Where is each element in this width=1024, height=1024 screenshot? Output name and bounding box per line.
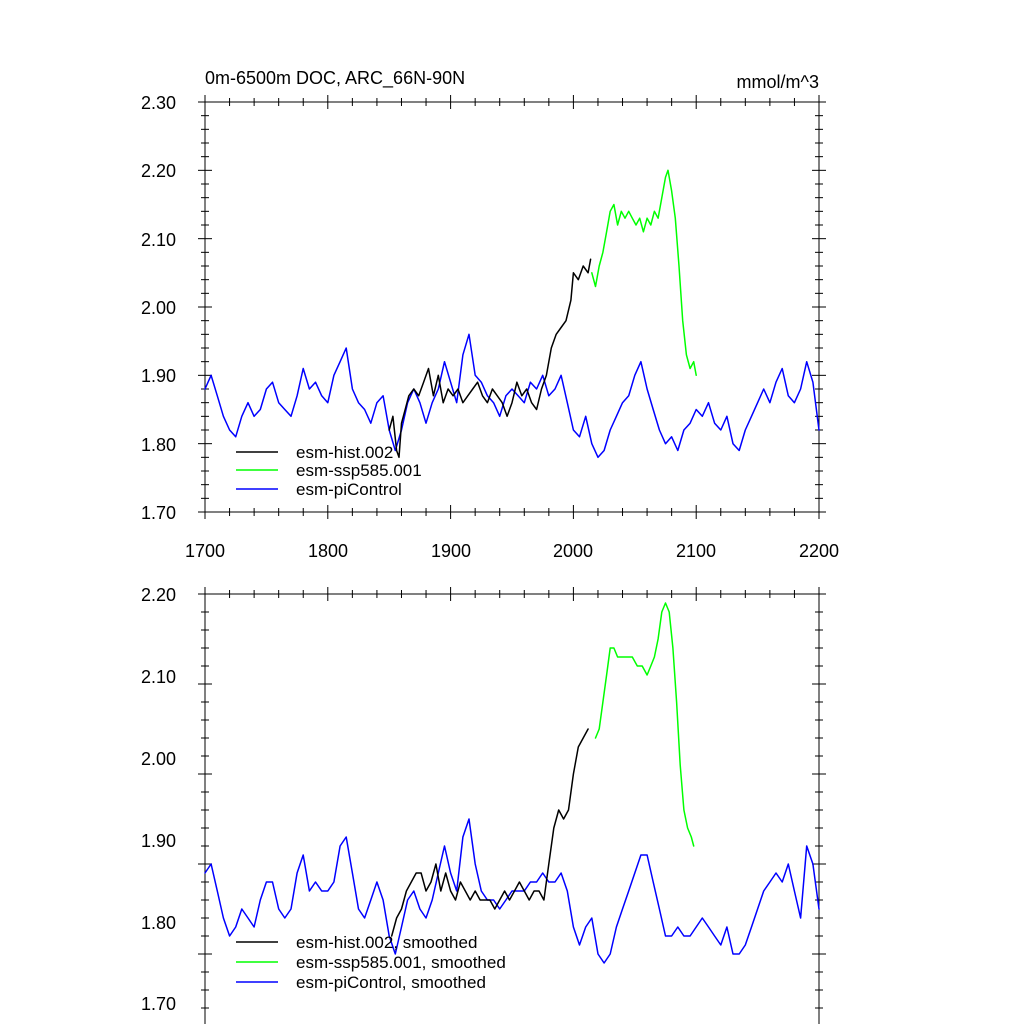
y-tick-label: 1.70 — [141, 503, 176, 523]
bottom-plot-frame — [204, 593, 820, 1024]
bottom-series-line-hist — [390, 728, 589, 937]
legend-label-picontrol-smoothed: esm-piControl, smoothed — [296, 973, 486, 992]
y-tick-label: 2.10 — [141, 230, 176, 250]
x-tick-label: 1700 — [185, 541, 225, 561]
bottom-series-group — [204, 602, 820, 964]
legend-label-picontrol: esm-piControl — [296, 480, 402, 499]
y-tick-label: 1.90 — [141, 366, 176, 386]
legend-label-hist-smoothed: esm-hist.002, smoothed — [296, 933, 477, 952]
top-series-group — [204, 169, 820, 459]
legend-label-ssp585-smoothed: esm-ssp585.001, smoothed — [296, 953, 506, 972]
y-tick-label: 2.20 — [141, 585, 176, 605]
y-tick-label: 1.90 — [141, 831, 176, 851]
x-tick-label: 2100 — [676, 541, 716, 561]
top-series-line-picontrol — [204, 333, 820, 459]
bottom-legend: esm-hist.002, smoothed esm-ssp585.001, s… — [236, 933, 506, 992]
y-tick-label: 1.70 — [141, 994, 176, 1014]
units-label: mmol/m^3 — [737, 72, 819, 92]
chart-title: 0m-6500m DOC, ARC_66N-90N — [205, 68, 465, 89]
top-y-tick-labels: 1.70 1.80 1.90 2.00 2.10 2.20 2.30 — [141, 93, 176, 523]
top-series-line-ssp585 — [591, 169, 697, 377]
top-series-line-hist — [388, 258, 592, 459]
top-x-tick-labels: 1700 1800 1900 2000 2100 2200 — [185, 541, 839, 561]
bottom-series-line-picontrol — [204, 818, 820, 964]
x-tick-label: 1800 — [308, 541, 348, 561]
y-tick-label: 2.20 — [141, 161, 176, 181]
bottom-ticks — [198, 587, 826, 1009]
y-tick-label: 2.30 — [141, 93, 176, 113]
x-tick-label: 2200 — [799, 541, 839, 561]
bottom-y-tick-labels: 1.70 1.80 1.90 2.00 2.10 2.20 — [141, 585, 176, 1014]
y-tick-label: 2.00 — [141, 298, 176, 318]
legend-label-ssp585: esm-ssp585.001 — [296, 461, 422, 480]
y-tick-label: 1.80 — [141, 913, 176, 933]
bottom-series-line-ssp585 — [594, 602, 695, 847]
bottom-panel: 1.70 1.80 1.90 2.00 2.10 2.20 esm-hist.0… — [141, 585, 826, 1024]
y-tick-label: 2.10 — [141, 667, 176, 687]
legend-label-hist: esm-hist.002 — [296, 443, 393, 462]
top-panel: 0m-6500m DOC, ARC_66N-90N mmol/m^3 1.70 … — [141, 68, 839, 561]
x-tick-label: 1900 — [431, 541, 471, 561]
top-ticks — [198, 95, 826, 519]
top-legend: esm-hist.002 esm-ssp585.001 esm-piContro… — [236, 443, 422, 499]
y-tick-label: 2.00 — [141, 749, 176, 769]
y-tick-label: 1.80 — [141, 435, 176, 455]
x-tick-label: 2000 — [553, 541, 593, 561]
